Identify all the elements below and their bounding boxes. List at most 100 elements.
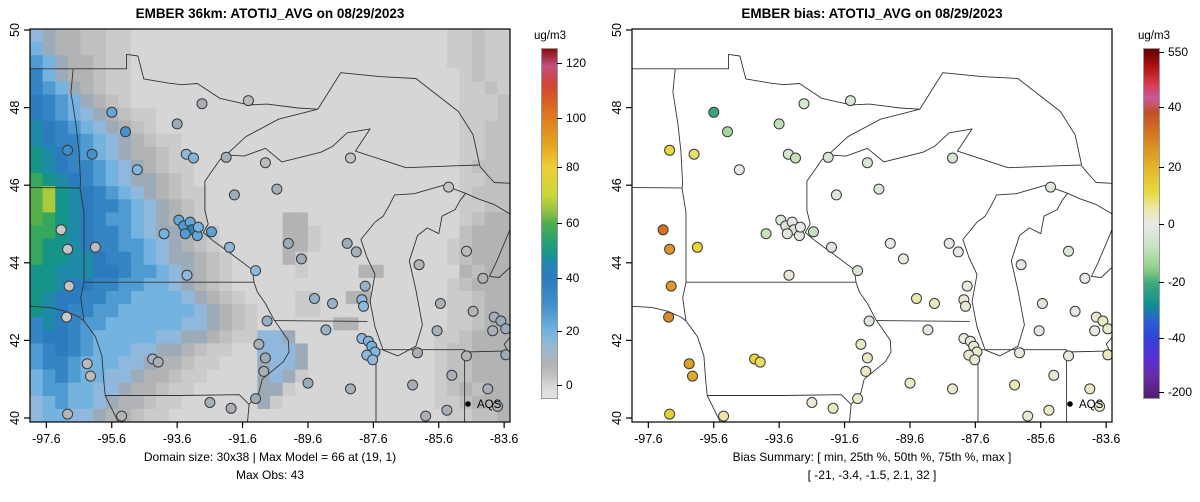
- x-tick-label: -89.6: [896, 432, 925, 446]
- station-dot: [1014, 347, 1025, 359]
- y-tick-label: 44: [8, 256, 22, 270]
- station-dot: [345, 383, 356, 395]
- colorbar-tick-label: 100: [566, 110, 587, 125]
- station-dot: [1063, 350, 1074, 362]
- station-dot: [188, 152, 199, 164]
- station-dot: [413, 259, 425, 271]
- station-dot: [683, 358, 695, 370]
- station-dot: [688, 148, 700, 160]
- x-tick-label: -83.6: [490, 432, 519, 446]
- station-dot: [665, 280, 677, 292]
- right-caption-line1: Bias Summary: [ min, 25th %, 50th %, 75t…: [732, 450, 1012, 464]
- right-aqs-legend: AQS: [1067, 399, 1104, 411]
- station-dot: [282, 237, 294, 249]
- colorbar-tick: [557, 278, 562, 280]
- aqs-legend-label: AQS: [477, 399, 502, 411]
- left-panel-title: EMBER 36km: ATOTIJ_AVG on 08/29/2023: [135, 6, 405, 21]
- station-dot: [487, 325, 499, 337]
- left-caption-line1: Domain size: 30x38 | Max Model = 66 at (…: [143, 450, 397, 464]
- station-dot: [773, 118, 785, 130]
- station-dot: [1043, 404, 1055, 416]
- station-dot: [1009, 379, 1021, 391]
- station-dot: [952, 246, 964, 258]
- station-dot: [259, 157, 271, 169]
- colorbar-tick-label: 20: [566, 323, 580, 338]
- station-dot: [733, 164, 745, 176]
- colorbar-tick-label: 40: [566, 271, 580, 286]
- station-dot: [62, 144, 74, 156]
- right-panel-title: EMBER bias: ATOTIJ_AVG on 08/29/2023: [741, 6, 1003, 21]
- colorbar-tick-label: 20: [1168, 159, 1182, 174]
- colorbar-tick-label: 40: [1168, 100, 1182, 115]
- station-dot: [904, 377, 916, 389]
- left-axes: -97.6 -95.6 -93.6 -91.6 -89.6 -87.6 -85.6 -83.6…: [8, 23, 518, 446]
- x-tick-label: -93.6: [765, 432, 794, 446]
- station-dot: [943, 237, 955, 249]
- station-dot: [158, 228, 170, 240]
- station-dot: [1036, 298, 1048, 309]
- y-tick-label: 42: [610, 333, 624, 347]
- station-dot: [794, 221, 806, 233]
- aqs-legend-dot: [465, 401, 471, 407]
- station-dot: [1097, 315, 1109, 327]
- station-dot: [259, 352, 271, 364]
- station-dot: [467, 305, 479, 317]
- right-colorbar-unit-label: ug/m3: [1138, 30, 1170, 42]
- station-dot: [224, 241, 235, 253]
- station-dot: [61, 311, 73, 323]
- colorbar-tick: [557, 222, 562, 224]
- station-dot: [861, 352, 873, 364]
- station-dot: [482, 383, 494, 395]
- station-dot: [55, 224, 67, 236]
- left-caption-line2: Max Obs: 43: [235, 468, 305, 482]
- station-dot: [350, 246, 362, 258]
- station-dot: [171, 118, 183, 130]
- station-dot: [345, 152, 356, 164]
- station-dot: [1102, 323, 1112, 335]
- aqs-legend-label: AQS: [1079, 399, 1104, 411]
- station-dot: [664, 408, 676, 420]
- station-dot: [359, 280, 371, 292]
- station-dot: [309, 293, 320, 304]
- x-tick-label: -85.6: [1027, 432, 1056, 446]
- station-dot: [844, 95, 856, 107]
- station-dot: [1102, 349, 1112, 361]
- station-dot: [358, 300, 369, 312]
- colorbar-tick: [1159, 107, 1164, 109]
- station-dot: [477, 272, 489, 284]
- station-dot: [922, 324, 934, 336]
- colorbar-tick: [1159, 52, 1164, 54]
- station-dot: [657, 224, 669, 236]
- station-dot: [258, 365, 270, 377]
- station-dot: [760, 228, 772, 240]
- colorbar-tick-label: 60: [566, 215, 580, 230]
- station-dot: [131, 164, 143, 176]
- station-dot: [441, 404, 453, 416]
- station-dot: [1048, 369, 1060, 381]
- colorbar-tick-label: -40: [1168, 330, 1186, 345]
- right-plot-box: [631, 28, 1113, 423]
- station-dot: [271, 183, 283, 195]
- colorbar-tick-label: 0: [566, 377, 573, 392]
- station-dot: [120, 126, 131, 138]
- station-dot: [407, 379, 419, 391]
- colorbar-tick: [1159, 224, 1164, 226]
- right-state-borders: [632, 53, 1112, 422]
- station-dot: [873, 183, 885, 195]
- station-dot: [81, 358, 93, 370]
- colorbar-tick-label: 120: [566, 56, 587, 70]
- station-dot: [664, 144, 676, 156]
- station-dot: [722, 126, 733, 138]
- station-dot: [206, 226, 217, 238]
- x-tick-label: -89.6: [294, 432, 323, 446]
- left-colorbar-unit-label: ug/m3: [534, 30, 566, 42]
- x-tick-label: -83.6: [1092, 432, 1121, 446]
- station-dot: [806, 397, 818, 408]
- station-dot: [960, 300, 971, 312]
- station-dot: [1045, 181, 1057, 193]
- x-tick-label: -95.6: [700, 432, 729, 446]
- station-dot: [1089, 325, 1101, 337]
- x-tick-label: -85.6: [425, 432, 454, 446]
